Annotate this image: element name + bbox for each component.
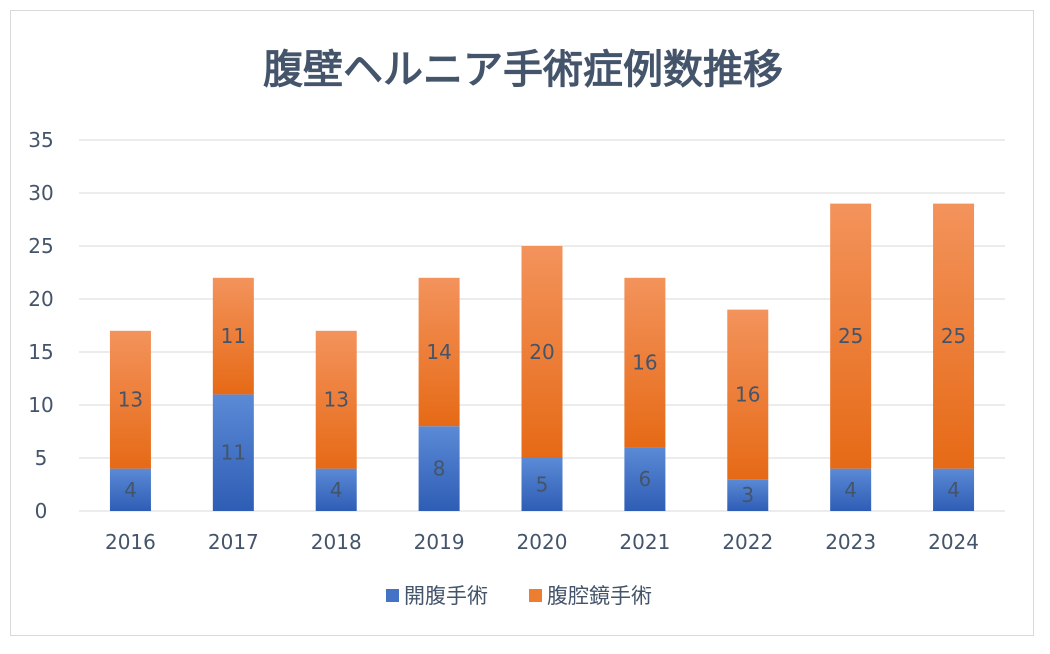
- bar-segment: [830, 203, 872, 469]
- legend-swatch: [386, 589, 399, 602]
- bar-segment: [933, 468, 975, 511]
- data-label: 25: [838, 324, 863, 348]
- bar-segment: [830, 468, 872, 511]
- data-label: 14: [426, 340, 451, 364]
- data-label: 13: [118, 388, 143, 412]
- y-tick-label: 10: [28, 393, 53, 417]
- y-tick-label: 25: [28, 234, 53, 258]
- x-tick-label: 2020: [517, 530, 568, 554]
- y-tick-label: 30: [28, 181, 53, 205]
- legend: 開腹手術 腹腔鏡手術: [386, 584, 652, 608]
- bar-segment: [212, 277, 254, 395]
- data-label: 4: [124, 478, 137, 502]
- bar-segment: [109, 330, 151, 469]
- bar-segment: [727, 479, 769, 511]
- x-tick-label: 2016: [105, 530, 156, 554]
- data-label: 4: [844, 478, 857, 502]
- bar-segment: [521, 246, 563, 458]
- bar-segment: [315, 330, 357, 469]
- data-label: 3: [741, 483, 754, 507]
- data-label: 16: [632, 351, 657, 375]
- y-tick-label: 35: [28, 128, 53, 152]
- y-tick-label: 5: [35, 446, 48, 470]
- data-label: 25: [941, 324, 966, 348]
- data-label: 13: [323, 388, 348, 412]
- x-axis-ticks: 2016 2017 2018 2019 2020 2021 2022 2023 2024: [105, 530, 979, 554]
- y-tick-label: 0: [35, 499, 48, 523]
- data-label: 4: [947, 478, 960, 502]
- x-tick-label: 2024: [928, 530, 979, 554]
- y-tick-label: 15: [28, 340, 53, 364]
- data-label: 11: [221, 441, 246, 465]
- data-label: 20: [529, 340, 554, 364]
- bar-segment: [727, 309, 769, 480]
- data-label: 5: [536, 473, 549, 497]
- legend-swatch: [529, 589, 542, 602]
- bar-segment: [418, 426, 460, 511]
- bars: [109, 203, 975, 511]
- x-tick-label: 2018: [311, 530, 362, 554]
- chart-area: 腹壁ヘルニア手術症例数推移 0 5 10 15 20 25 30 35 4 13 11 11 4 13 8…: [10, 10, 1034, 636]
- bar-segment: [624, 277, 666, 448]
- data-label: 4: [330, 478, 343, 502]
- x-tick-label: 2021: [619, 530, 670, 554]
- data-label: 8: [433, 457, 446, 481]
- x-tick-label: 2023: [825, 530, 876, 554]
- bar-segment: [418, 277, 460, 427]
- bar-segment: [109, 468, 151, 511]
- data-label: 6: [639, 467, 652, 491]
- x-tick-label: 2019: [414, 530, 465, 554]
- x-tick-label: 2017: [208, 530, 259, 554]
- bar-segment: [933, 203, 975, 469]
- bar-segment: [212, 394, 254, 511]
- legend-label: 腹腔鏡手術: [547, 584, 652, 608]
- y-axis-ticks: 0 5 10 15 20 25 30 35: [28, 128, 53, 523]
- data-labels: 4 13 11 11 4 13 8 14 5 20 6 16 3 16 4 25 4 25: [118, 324, 967, 507]
- data-label: 16: [735, 382, 760, 406]
- bar-segment: [315, 468, 357, 511]
- x-tick-label: 2022: [722, 530, 773, 554]
- data-label: 11: [221, 324, 246, 348]
- chart-title: 腹壁ヘルニア手術症例数推移: [263, 47, 783, 93]
- y-tick-label: 20: [28, 287, 53, 311]
- legend-label: 開腹手術: [404, 584, 488, 608]
- bar-segment: [521, 458, 563, 511]
- bar-segment: [624, 447, 666, 511]
